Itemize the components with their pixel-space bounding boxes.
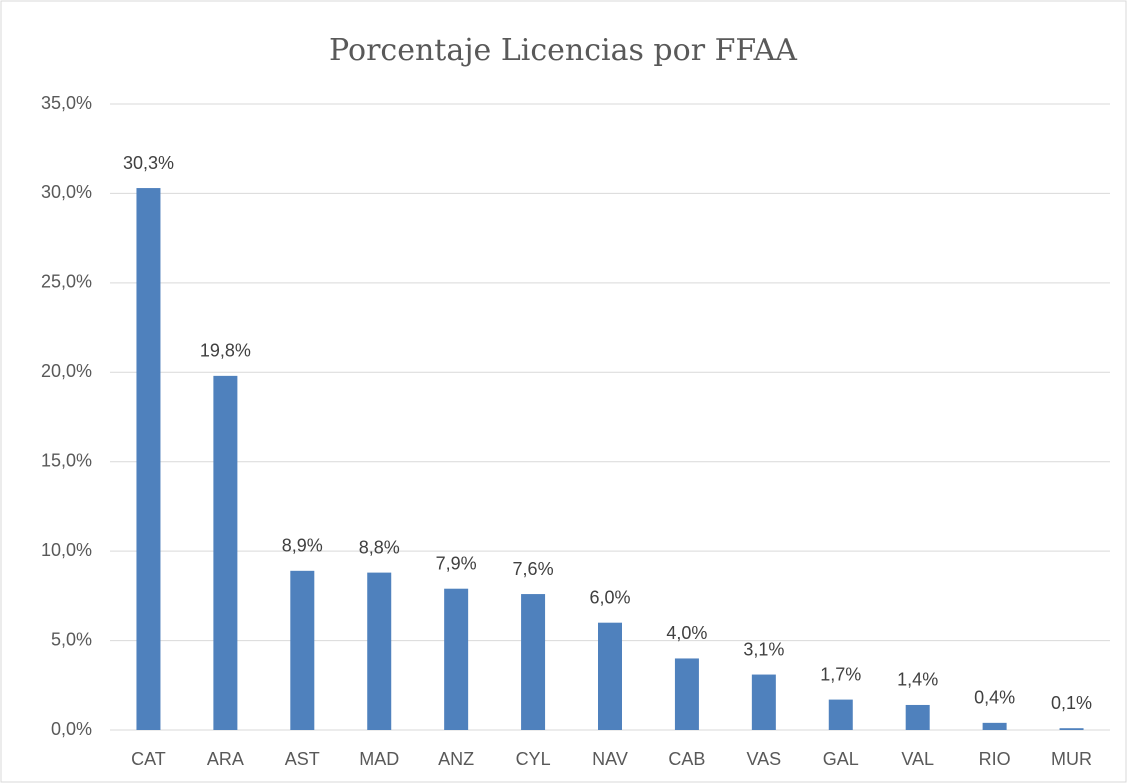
bar [751, 674, 776, 730]
x-tick-label: MAD [359, 749, 399, 769]
bar [982, 722, 1007, 730]
bar [444, 588, 469, 730]
x-tick-label: CAB [668, 749, 705, 769]
bar [521, 594, 546, 730]
x-tick-label: AST [285, 749, 320, 769]
bar [905, 704, 930, 730]
data-label: 1,4% [897, 670, 938, 690]
data-label: 0,4% [974, 688, 1015, 708]
data-label: 19,8% [200, 341, 251, 361]
data-label: 8,8% [359, 537, 400, 557]
y-tick-label: 10,0% [41, 540, 92, 560]
x-tick-label: CAT [131, 749, 166, 769]
bar [290, 570, 315, 730]
data-label: 3,1% [743, 639, 784, 659]
y-tick-label: 0,0% [51, 719, 92, 739]
x-tick-label: ARA [207, 749, 244, 769]
y-tick-label: 35,0% [41, 93, 92, 113]
y-tick-label: 25,0% [41, 272, 92, 292]
bar [136, 188, 161, 730]
data-label: 30,3% [123, 153, 174, 173]
data-label: 4,0% [666, 623, 707, 643]
data-label: 0,1% [1051, 693, 1092, 713]
x-tick-label: ANZ [438, 749, 474, 769]
x-tick-label: RIO [979, 749, 1011, 769]
data-label: 8,9% [282, 536, 323, 556]
x-tick-label: VAL [901, 749, 934, 769]
x-tick-label: VAS [747, 749, 782, 769]
bar [213, 375, 238, 730]
bar [1059, 728, 1084, 730]
bar [598, 622, 622, 730]
y-tick-label: 20,0% [41, 361, 92, 381]
y-tick-label: 30,0% [41, 182, 92, 202]
bar [828, 699, 853, 730]
data-label: 7,6% [513, 559, 554, 579]
chart-title: Porcentaje Licencias por FFAA [329, 33, 797, 68]
y-tick-label: 15,0% [41, 450, 92, 470]
x-tick-label: MUR [1051, 749, 1092, 769]
x-tick-label: CYL [516, 749, 551, 769]
bar [674, 658, 699, 730]
bar [367, 572, 392, 730]
x-tick-label: NAV [592, 749, 628, 769]
data-label: 6,0% [589, 587, 630, 607]
y-tick-label: 5,0% [51, 629, 92, 649]
data-label: 1,7% [820, 664, 861, 684]
x-tick-label: GAL [823, 749, 859, 769]
data-label: 7,9% [436, 553, 477, 573]
